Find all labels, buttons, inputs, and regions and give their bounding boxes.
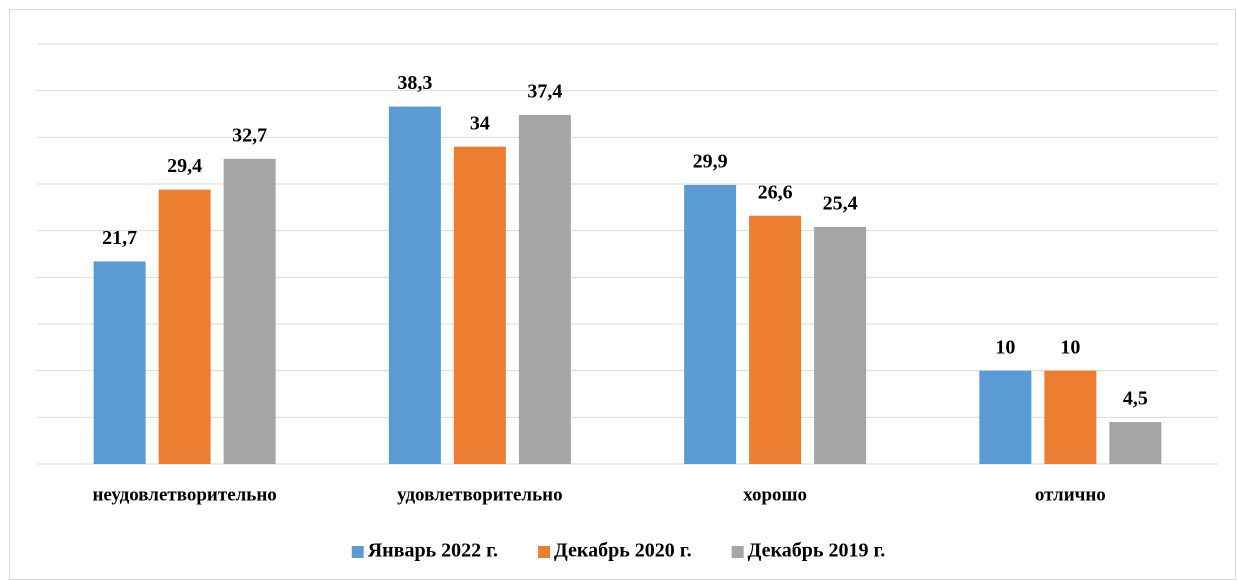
bar [979,370,1032,464]
bar [388,106,441,465]
legend-swatch [731,546,744,558]
chart-border [9,9,1236,580]
bar [749,215,802,464]
x-tick-label: неудовлетворительно [92,484,276,505]
legend-label: Январь 2022 г. [368,540,498,562]
legend-label: Декабрь 2019 г. [748,540,886,562]
data-label: 34 [470,112,490,134]
x-tick-label: отлично [1035,484,1106,505]
data-label: 29,4 [167,155,202,177]
bar [453,146,506,464]
bar [1044,370,1097,464]
data-label: 4,5 [1123,388,1148,410]
legend-label: Декабрь 2020 г. [554,540,692,562]
bar [1109,422,1162,464]
bar [684,184,737,464]
data-label: 37,4 [527,81,562,103]
data-label: 25,4 [823,193,858,215]
bar [158,189,211,464]
bar [518,114,571,464]
legend-swatch [538,546,551,558]
data-label: 10 [995,336,1015,358]
data-label: 21,7 [102,227,137,249]
bar [223,158,276,465]
legend-swatch [351,546,364,558]
data-label: 32,7 [232,124,267,146]
bar [93,261,146,464]
data-label: 10 [1060,336,1080,358]
data-label: 38,3 [397,72,432,94]
bar [814,226,867,464]
x-tick-label: хорошо [743,484,807,505]
data-label: 29,9 [693,151,728,173]
data-label: 26,6 [758,181,793,203]
x-tick-label: удовлетворительно [397,484,562,505]
